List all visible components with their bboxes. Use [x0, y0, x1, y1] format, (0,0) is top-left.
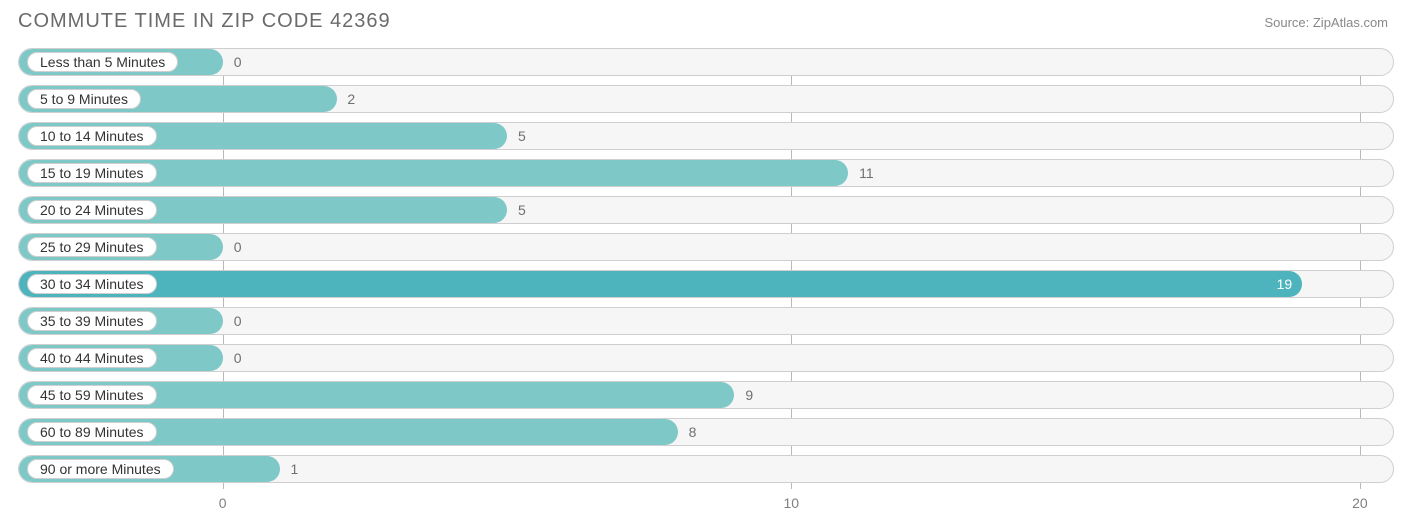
bar-value-label: 5	[518, 123, 526, 149]
x-axis-tick-label: 20	[1352, 495, 1368, 511]
bar-value-label: 9	[745, 382, 753, 408]
bar-row: Less than 5 Minutes 0	[18, 48, 1394, 76]
chart-source: Source: ZipAtlas.com	[1264, 15, 1388, 30]
chart-header: COMMUTE TIME IN ZIP CODE 42369 Source: Z…	[18, 10, 1388, 33]
bar-category-label: 20 to 24 Minutes	[27, 200, 157, 220]
bar-row: 25 to 29 Minutes 0	[18, 233, 1394, 261]
chart-plot-area: Less than 5 Minutes 0 5 to 9 Minutes 2 10 to…	[18, 48, 1394, 489]
bar-value-label: 8	[689, 419, 697, 445]
bar-value-label: 2	[347, 86, 355, 112]
bar-row: 90 or more Minutes 1	[18, 455, 1394, 483]
bar-category-label: 60 to 89 Minutes	[27, 422, 157, 442]
bar-category-label: 5 to 9 Minutes	[27, 89, 141, 109]
bar-row: 35 to 39 Minutes 0	[18, 307, 1394, 335]
bar-category-label: 15 to 19 Minutes	[27, 163, 157, 183]
bar-row: 15 to 19 Minutes 11	[18, 159, 1394, 187]
bar-category-label: 30 to 34 Minutes	[27, 274, 157, 294]
bar-row: 40 to 44 Minutes 0	[18, 344, 1394, 372]
bar-category-label: 40 to 44 Minutes	[27, 348, 157, 368]
chart-container: COMMUTE TIME IN ZIP CODE 42369 Source: Z…	[0, 0, 1406, 523]
bar-value-label: 0	[234, 345, 242, 371]
bar-category-label: 10 to 14 Minutes	[27, 126, 157, 146]
bar-row: 45 to 59 Minutes 9	[18, 381, 1394, 409]
bar-row: 10 to 14 Minutes 5	[18, 122, 1394, 150]
x-axis-labels: 0 10 20	[18, 495, 1394, 515]
bar-row: 5 to 9 Minutes 2	[18, 85, 1394, 113]
bar-fill: 19	[19, 271, 1302, 297]
bar-value-label: 5	[518, 197, 526, 223]
bar-value-label: 1	[291, 456, 299, 482]
bar-value-label: 0	[234, 49, 242, 75]
bar-value-label: 0	[234, 234, 242, 260]
x-axis-tick-label: 10	[783, 495, 799, 511]
bar-category-label: 90 or more Minutes	[27, 459, 174, 479]
chart-title: COMMUTE TIME IN ZIP CODE 42369	[18, 10, 391, 33]
bar-row: 60 to 89 Minutes 8	[18, 418, 1394, 446]
bar-category-label: 35 to 39 Minutes	[27, 311, 157, 331]
bar-category-label: 45 to 59 Minutes	[27, 385, 157, 405]
bar-value-label: 0	[234, 308, 242, 334]
bar-category-label: Less than 5 Minutes	[27, 52, 178, 72]
x-axis-tick-label: 0	[219, 495, 227, 511]
bar-value-label: 11	[859, 160, 874, 186]
bar-value-label: 19	[1277, 271, 1293, 297]
bar-row: 20 to 24 Minutes 5	[18, 196, 1394, 224]
bar-category-label: 25 to 29 Minutes	[27, 237, 157, 257]
bar-row: 19 30 to 34 Minutes	[18, 270, 1394, 298]
